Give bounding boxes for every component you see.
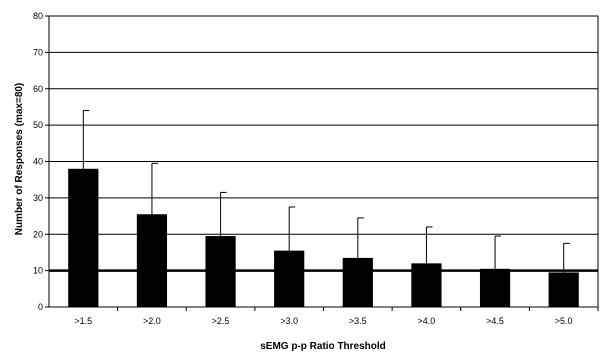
bars — [68, 168, 579, 307]
y-tick-label: 40 — [33, 157, 43, 167]
x-tick-label: >4.0 — [418, 316, 436, 326]
x-axis-label: sEMG p-p Ratio Threshold — [260, 341, 386, 352]
error-bars — [82, 110, 570, 273]
y-tick-label: 60 — [33, 84, 43, 94]
y-tick-label: 20 — [33, 229, 43, 239]
y-tick-label: 30 — [33, 193, 43, 203]
bar — [205, 236, 236, 307]
y-tick-label: 50 — [33, 120, 43, 130]
y-axis-label: Number of Responses (max=80) — [14, 83, 25, 236]
y-tick-label: 10 — [33, 266, 43, 276]
x-tick-label: >3.5 — [349, 316, 367, 326]
x-tick-label: >2.5 — [212, 316, 230, 326]
bar — [68, 168, 99, 307]
y-tick-label: 70 — [33, 47, 43, 57]
y-tick-label: 80 — [33, 11, 43, 21]
bar — [411, 263, 442, 307]
y-tick-labels: 0 10 20 30 40 50 60 70 80 — [33, 11, 43, 312]
x-tick-label: >1.5 — [74, 316, 92, 326]
x-tick-label: >3.0 — [280, 316, 298, 326]
gridlines — [45, 15, 599, 311]
bar — [274, 250, 305, 307]
x-tick-labels: >1.5 >2.0 >2.5 >3.0 >3.5 >4.0 >4.5 >5.0 — [74, 316, 572, 326]
bar — [136, 214, 168, 307]
x-tick-label: >2.0 — [143, 316, 161, 326]
y-tick-label: 0 — [38, 302, 43, 312]
bar — [548, 272, 579, 307]
bar — [479, 268, 511, 307]
x-tick-label: >4.5 — [486, 316, 504, 326]
bar — [342, 257, 373, 307]
x-tick-label: >5.0 — [555, 316, 573, 326]
